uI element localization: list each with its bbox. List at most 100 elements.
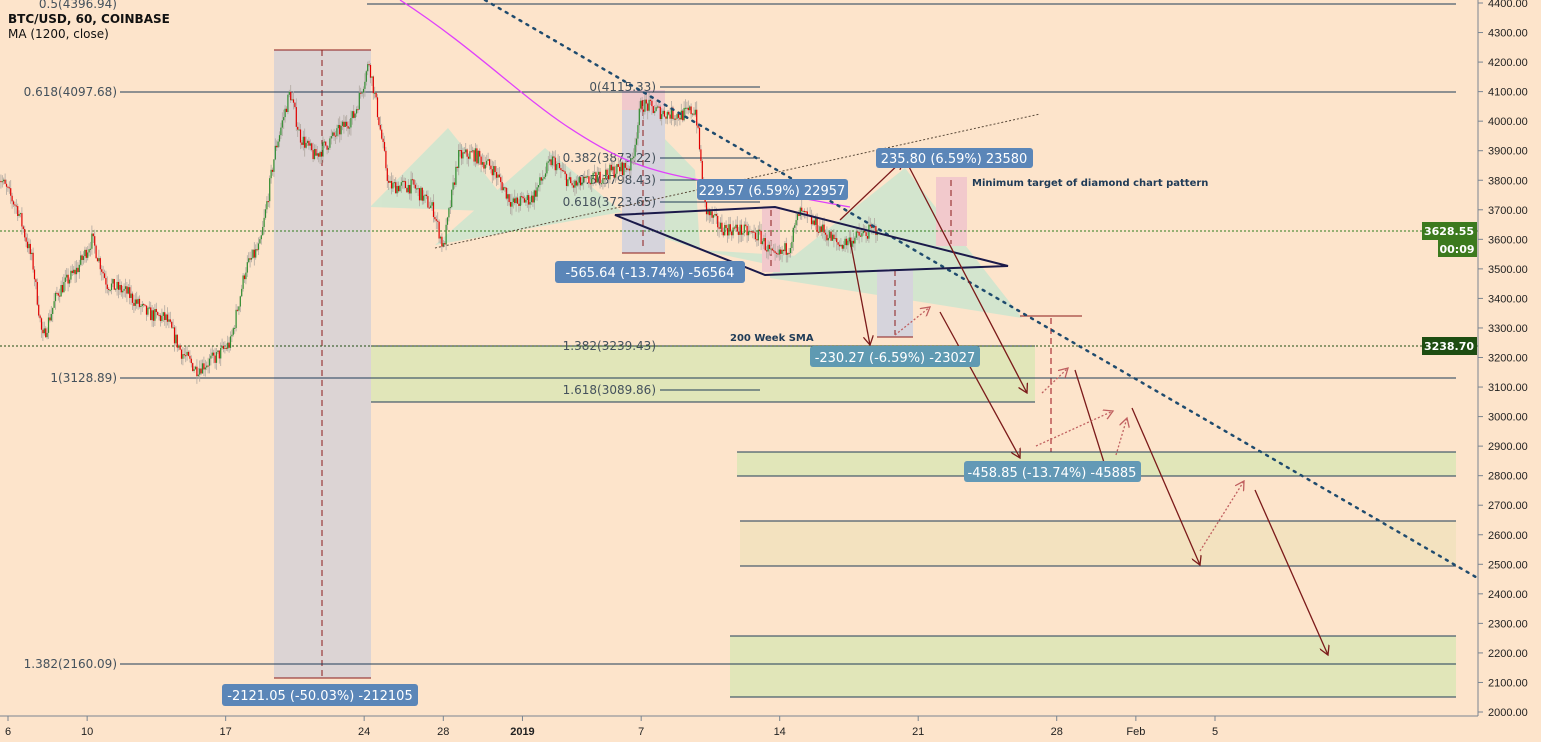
y-tick-label: 3900.00 <box>1488 146 1528 158</box>
projection-arrows-dotted[interactable] <box>894 307 1244 552</box>
candle-body <box>770 248 772 250</box>
candle-body <box>402 180 404 183</box>
candle-body <box>841 244 843 249</box>
candle-body <box>17 206 19 216</box>
candle-body <box>225 347 227 349</box>
candle-body <box>154 308 156 321</box>
candle-body <box>320 151 323 157</box>
x-tick-label: 21 <box>912 726 924 738</box>
candle-body <box>474 148 477 162</box>
candle-body <box>395 182 397 194</box>
candle-body <box>10 188 12 196</box>
y-tick-label: 2800.00 <box>1488 471 1528 483</box>
candle-body <box>278 135 281 142</box>
candle-body <box>824 232 827 235</box>
candle-body <box>739 224 741 235</box>
candle-body <box>854 237 856 244</box>
candle-body <box>578 177 580 183</box>
candle-body <box>3 179 5 182</box>
candle-body <box>456 166 458 168</box>
candle-body <box>295 107 297 127</box>
candle-body <box>179 345 181 350</box>
candle-body <box>641 100 643 110</box>
candle-body <box>285 108 288 112</box>
candle-body <box>648 99 650 111</box>
candle-body <box>631 158 633 160</box>
symbol-title[interactable]: BTC/USD, 60, COINBASE <box>8 12 170 26</box>
sma-price: 3238.70 <box>1424 340 1474 353</box>
candle-body <box>463 152 465 154</box>
candle-body <box>712 215 715 218</box>
candle-body <box>700 149 702 161</box>
candle-body <box>231 334 233 337</box>
candle-body <box>383 141 386 151</box>
fib-lines[interactable] <box>120 3 1456 698</box>
candle-body <box>315 149 317 156</box>
candles <box>0 60 878 384</box>
candle-body <box>462 152 464 159</box>
candle-body <box>4 179 6 184</box>
candle-body <box>465 149 467 153</box>
zone-2200 <box>730 636 1456 697</box>
candle-body <box>638 108 640 126</box>
candle-body <box>836 238 838 243</box>
candle-body <box>336 128 338 137</box>
candle-body <box>446 217 449 225</box>
candle-body <box>637 125 639 139</box>
candle-body <box>11 195 13 202</box>
x-tick-label: 28 <box>437 726 449 738</box>
candle-body <box>162 312 164 316</box>
candle-body <box>309 143 311 146</box>
candle-body <box>145 305 148 315</box>
candle-body <box>847 240 849 246</box>
candle-body <box>273 159 275 172</box>
candle-body <box>232 328 234 335</box>
candle-body <box>791 241 793 249</box>
measure-label: -458.85 (-13.74%) -45885 <box>968 466 1137 481</box>
candle-body <box>635 138 638 145</box>
indicator-legend[interactable]: MA (1200, close) <box>8 27 109 41</box>
last-price: 3628.55 <box>1424 225 1474 238</box>
trendline-dotted[interactable] <box>483 0 1541 617</box>
candle-body <box>210 355 212 359</box>
candle-body <box>277 141 279 148</box>
candle-body <box>624 162 626 168</box>
candle-body <box>410 179 412 194</box>
candle-body <box>852 240 855 244</box>
candle-body <box>777 253 779 255</box>
candle-body <box>33 269 36 280</box>
candle-body <box>452 182 454 190</box>
candle-body <box>12 201 15 205</box>
candle-body <box>698 127 701 150</box>
candle-body <box>865 232 867 237</box>
y-tick-label: 4000.00 <box>1488 116 1528 128</box>
candle-body <box>144 304 146 306</box>
candle-body <box>761 241 764 245</box>
candle-body <box>186 351 188 356</box>
candle-body <box>460 150 463 159</box>
diamond-pattern[interactable] <box>614 205 1009 277</box>
candle-body <box>810 215 813 225</box>
candle-body <box>78 264 80 273</box>
candle-body <box>523 198 526 203</box>
candle-body <box>554 157 556 171</box>
candle-body <box>514 198 516 204</box>
candle-body <box>665 116 667 119</box>
candle-body <box>113 279 115 290</box>
candle-body <box>690 106 692 115</box>
candle-body <box>585 176 587 179</box>
candle-body <box>183 354 185 356</box>
y-tick-label: 2200.00 <box>1488 648 1528 660</box>
candle-body <box>504 187 506 189</box>
candle-body <box>306 140 309 143</box>
candle-body <box>708 209 710 216</box>
candle-body <box>77 267 79 273</box>
candle-body <box>63 282 65 293</box>
y-tick-label: 3500.00 <box>1488 264 1528 276</box>
candle-body <box>15 205 17 207</box>
measure-label: -2121.05 (-50.03%) -212105 <box>227 689 412 704</box>
candle-body <box>747 231 750 236</box>
projection-arrows[interactable] <box>839 160 1328 655</box>
candle-body <box>98 258 100 262</box>
